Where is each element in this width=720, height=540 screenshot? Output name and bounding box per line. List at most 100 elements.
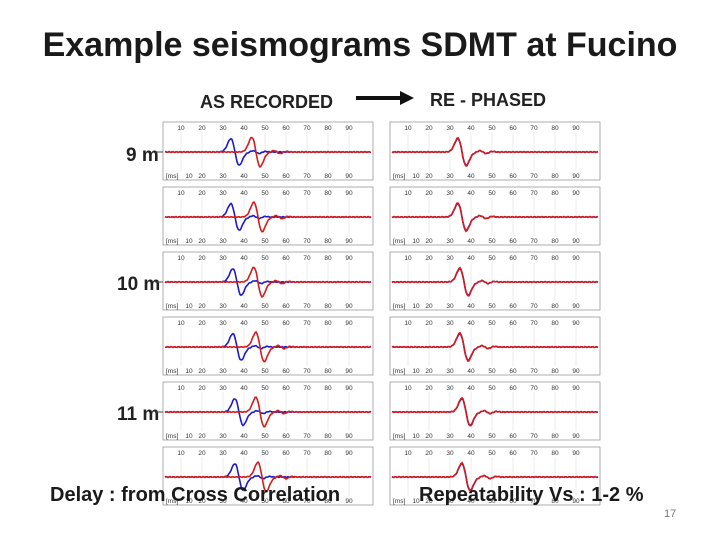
tick-label-bottom: 70	[530, 173, 538, 180]
tick-label-bottom: 50	[488, 303, 496, 310]
tick-label-top: 80	[324, 255, 332, 262]
tick-label-top: 30	[219, 190, 227, 197]
tick-label-top: 20	[425, 385, 433, 392]
tick-label-top: 50	[261, 255, 269, 262]
tick-label-top: 60	[509, 255, 517, 262]
tick-label-top: 20	[198, 255, 206, 262]
tick-label-top: 90	[345, 320, 353, 327]
tick-label-top: 80	[551, 125, 559, 132]
trace-lower-receiver	[391, 202, 599, 233]
tick-label-top: 70	[530, 320, 538, 327]
tick-label-bottom: 10	[412, 173, 420, 180]
tick-label-top: 20	[425, 450, 433, 457]
tick-label-top: 50	[488, 255, 496, 262]
tick-label-bottom: 50	[261, 173, 269, 180]
tick-label-top: 10	[404, 255, 412, 262]
tick-label-top: 20	[198, 385, 206, 392]
tick-label-top: 60	[282, 125, 290, 132]
tick-label-top: 10	[404, 190, 412, 197]
tick-label-bottom: 90	[572, 368, 580, 375]
tick-label-bottom: 10	[412, 498, 420, 505]
tick-label-bottom: 70	[530, 498, 538, 505]
seismogram-panel: 10 20 30 40 50 60 70 80 90 [ms] 10 20 30 40 50 60 70 80 90	[389, 121, 601, 181]
tick-label-top: 80	[551, 320, 559, 327]
tick-label-bottom: 80	[551, 238, 559, 245]
tick-label-bottom: 50	[261, 433, 269, 440]
tick-label-bottom: 70	[530, 368, 538, 375]
seismogram-panel: 10 20 30 40 50 60 70 80 90 [ms] 10 20 30 40 50 60 70 80 90	[162, 446, 374, 506]
tick-label-bottom: 10	[185, 238, 193, 245]
tick-label-bottom: 10	[185, 368, 193, 375]
tick-label-top: 80	[551, 255, 559, 262]
tick-label-top: 30	[219, 320, 227, 327]
tick-label-bottom: 60	[509, 173, 517, 180]
tick-label-bottom: 60	[509, 238, 517, 245]
tick-label-bottom: 60	[509, 433, 517, 440]
tick-label-bottom: 80	[324, 498, 332, 505]
tick-label-bottom: 90	[345, 173, 353, 180]
trace-lower-receiver	[164, 201, 372, 233]
tick-label-top: 60	[509, 320, 517, 327]
tick-label-bottom: 20	[425, 368, 433, 375]
tick-label-top: 80	[324, 320, 332, 327]
seismogram-panel: 10 20 30 40 50 60 70 80 90 [ms] 10 20 30 40 50 60 70 80 90	[389, 251, 601, 311]
tick-label-top: 90	[345, 385, 353, 392]
tick-label-bottom: 20	[425, 303, 433, 310]
tick-label-top: 90	[572, 255, 580, 262]
tick-label-bottom: 40	[467, 238, 475, 245]
trace-lower-receiver	[391, 136, 599, 167]
tick-label-bottom: 50	[488, 368, 496, 375]
tick-label-top: 60	[509, 125, 517, 132]
tick-label-bottom: 30	[219, 238, 227, 245]
tick-label-bottom: 70	[530, 238, 538, 245]
tick-label-bottom: 90	[572, 433, 580, 440]
tick-label-top: 50	[261, 385, 269, 392]
tick-label-bottom: 10	[412, 433, 420, 440]
unit-label: [ms]	[166, 173, 178, 180]
trace-lower-receiver	[164, 330, 372, 363]
tick-label-bottom: 60	[509, 368, 517, 375]
seismogram-panel: 10 20 30 40 50 60 70 80 90 [ms] 10 20 30 40 50 60 70 80 90	[389, 381, 601, 441]
tick-label-bottom: 90	[345, 368, 353, 375]
tick-label-bottom: 20	[198, 173, 206, 180]
seismogram-panel: 10 20 30 40 50 60 70 80 90 [ms] 10 20 30 40 50 60 70 80 90	[389, 316, 601, 376]
unit-label: [ms]	[393, 238, 405, 245]
tick-label-bottom: 40	[240, 238, 248, 245]
tick-label-bottom: 10	[185, 303, 193, 310]
tick-label-bottom: 90	[345, 433, 353, 440]
tick-label-top: 10	[177, 320, 185, 327]
tick-label-top: 20	[425, 190, 433, 197]
tick-label-top: 90	[345, 255, 353, 262]
tick-label-top: 30	[446, 385, 454, 392]
tick-label-bottom: 70	[303, 173, 311, 180]
seismogram-panel: 10 20 30 40 50 60 70 80 90 [ms] 10 20 30 40 50 60 70 80 90	[162, 251, 374, 311]
tick-label-bottom: 80	[324, 368, 332, 375]
tick-label-top: 40	[467, 450, 475, 457]
tick-label-top: 50	[488, 385, 496, 392]
tick-label-bottom: 50	[261, 368, 269, 375]
tick-label-top: 10	[404, 385, 412, 392]
tick-label-top: 70	[530, 450, 538, 457]
tick-label-top: 60	[282, 255, 290, 262]
tick-label-top: 10	[177, 385, 185, 392]
tick-label-top: 10	[177, 450, 185, 457]
tick-label-bottom: 30	[219, 433, 227, 440]
tick-label-top: 50	[488, 320, 496, 327]
tick-label-top: 30	[219, 125, 227, 132]
tick-label-bottom: 90	[572, 238, 580, 245]
tick-label-bottom: 80	[324, 173, 332, 180]
tick-label-bottom: 20	[425, 498, 433, 505]
tick-label-top: 70	[303, 125, 311, 132]
tick-label-bottom: 80	[551, 368, 559, 375]
tick-label-top: 80	[324, 125, 332, 132]
tick-label-top: 50	[261, 125, 269, 132]
seismogram-panel: 10 20 30 40 50 60 70 80 90 [ms] 10 20 30 40 50 60 70 80 90	[162, 381, 374, 441]
seismogram-panel: 10 20 30 40 50 60 70 80 90 [ms] 10 20 30 40 50 60 70 80 90	[162, 121, 374, 181]
tick-label-top: 50	[488, 125, 496, 132]
tick-label-bottom: 30	[219, 368, 227, 375]
as-recorded-label: AS RECORDED	[200, 92, 334, 112]
unit-label: [ms]	[166, 303, 178, 310]
tick-label-top: 40	[467, 255, 475, 262]
tick-label-top: 50	[261, 320, 269, 327]
